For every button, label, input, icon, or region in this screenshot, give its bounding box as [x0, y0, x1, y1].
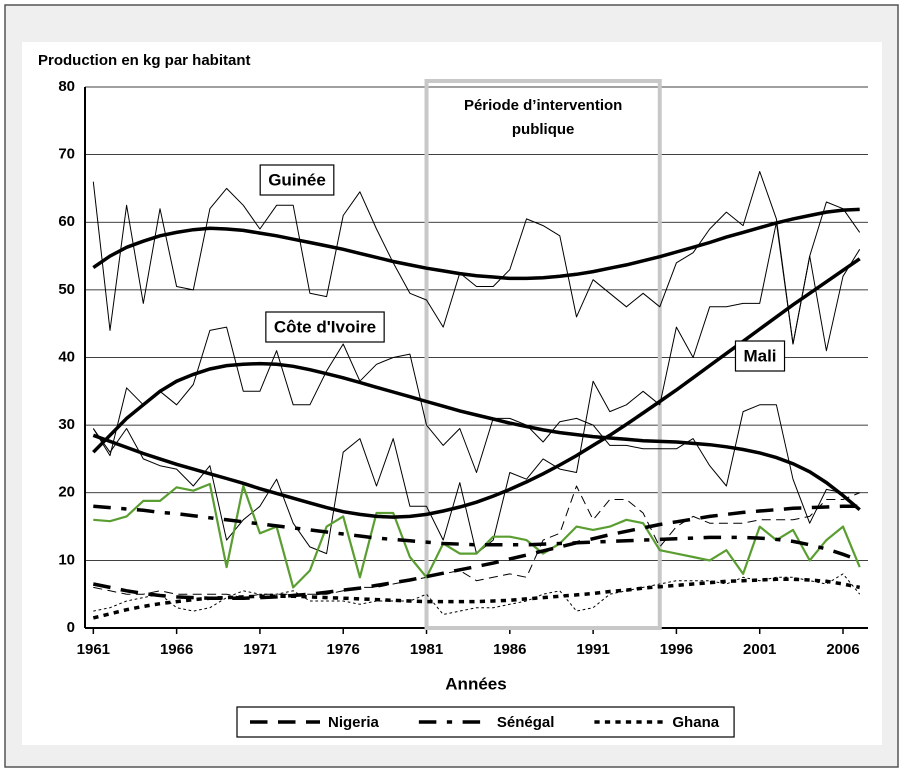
x-tick-label: 1966: [160, 641, 193, 658]
trend-line: [92, 361, 861, 512]
series-line: [93, 482, 861, 589]
series-line: [92, 326, 860, 524]
trend-line: [92, 207, 860, 281]
legend-label: Sénégal: [497, 714, 555, 731]
y-tick-label: 80: [58, 78, 75, 95]
series-line: [92, 171, 861, 352]
chart-title: Production en kg par habitant: [38, 52, 251, 69]
x-tick-label: 2006: [826, 641, 859, 658]
period-box: [424, 79, 662, 630]
trend-line: [92, 577, 861, 620]
x-tick-label: 1981: [410, 641, 443, 658]
period-label: publique: [512, 121, 575, 138]
period-label: Période d’intervention: [464, 97, 622, 114]
series-line: [93, 485, 860, 599]
x-tick-label: 1986: [493, 641, 526, 658]
x-tick-label: 1976: [327, 641, 360, 658]
x-tick-label: 2001: [743, 641, 776, 658]
panel: [22, 42, 882, 745]
trend-line: [93, 504, 861, 563]
series-label-box: [259, 164, 335, 196]
y-tick-label: 20: [58, 484, 75, 501]
series-label-box: [734, 340, 786, 372]
x-tick-label: 1996: [660, 641, 693, 658]
series-label-box: [265, 311, 385, 343]
y-tick-label: 0: [67, 619, 75, 636]
y-tick-label: 10: [58, 551, 75, 568]
series-label: Mali: [743, 346, 776, 365]
legend-label: Ghana: [672, 714, 719, 731]
y-tick-label: 50: [58, 281, 75, 298]
series-label: Côte d'Ivoire: [274, 317, 376, 336]
x-tick-label: 1961: [77, 641, 110, 658]
x-tick-label: 1971: [243, 641, 276, 658]
y-tick-label: 70: [58, 146, 75, 163]
y-tick-label: 40: [58, 348, 75, 365]
y-tick-label: 60: [58, 213, 75, 230]
y-tick-label: 30: [58, 416, 75, 433]
x-tick-label: 1991: [576, 641, 609, 658]
legend-label: Nigeria: [328, 714, 380, 731]
x-axis-label: Années: [445, 674, 506, 693]
trend-line: [92, 257, 861, 519]
series-label: Guinée: [268, 170, 326, 189]
series-line: [93, 573, 861, 615]
